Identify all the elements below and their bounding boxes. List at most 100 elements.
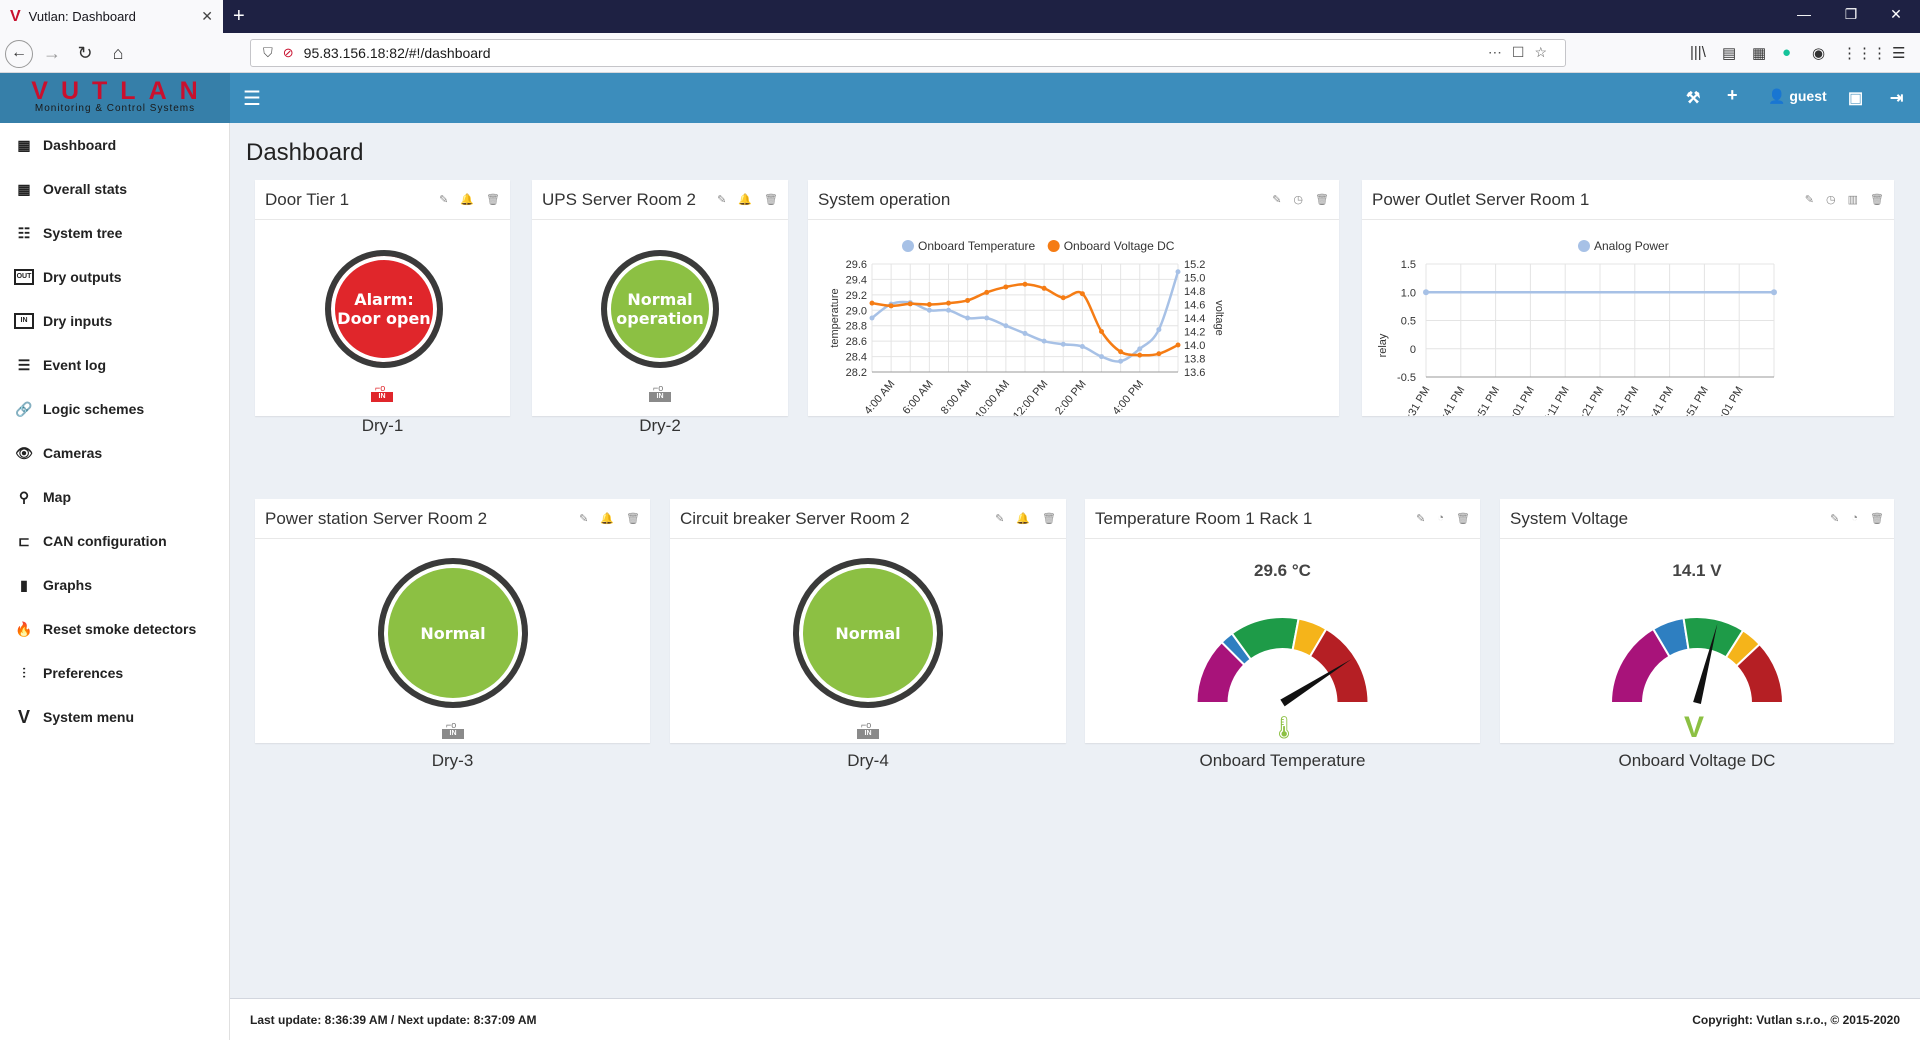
address-bar[interactable]: ⛉ ⊘ 95.83.156.18:82/#!/dashboard ⋯☐☆ [250, 39, 1566, 67]
bell-icon[interactable]: 🔔 [738, 194, 753, 206]
data-point [1022, 281, 1028, 287]
dashboard-gauge-icon[interactable]: ◔ [1851, 512, 1859, 524]
edit-icon[interactable]: ✎ [1272, 194, 1282, 206]
sidebar-item-map[interactable]: ⚲ Map [0, 475, 229, 519]
data-point [965, 315, 971, 321]
widget-header: Power Outlet Server Room 1 ✎ ◷ ▥ 🗑 [1362, 180, 1894, 220]
sidebar-item-overall-stats[interactable]: ▦ Overall stats [0, 167, 229, 211]
trash-icon[interactable]: 🗑 [764, 194, 778, 206]
widget-power-outlet: Power Outlet Server Room 1 ✎ ◷ ▥ 🗑 Analo… [1362, 180, 1894, 426]
library-icon[interactable]: |||\ [1690, 44, 1706, 61]
close-window-button[interactable]: ✕ [1890, 6, 1902, 22]
sidebar-item-dry-inputs[interactable]: IN Dry inputs [0, 299, 229, 343]
extension-icon[interactable]: ▦ [1752, 45, 1767, 62]
data-point [1003, 284, 1009, 290]
reload-button[interactable]: ↻ [77, 43, 93, 63]
browser-nav-bar: ← → ↻ ⌂ ⛉ ⊘ 95.83.156.18:82/#!/dashboard… [0, 33, 1920, 73]
switch-icon: ⌐o [446, 720, 457, 730]
sidebar-item-logic-schemes[interactable]: 🔗 Logic schemes [0, 387, 229, 431]
update-status: Last update: 8:36:39 AM / Next update: 8… [250, 1013, 537, 1027]
widget-header: Power station Server Room 2 ✎ 🔔 🗑 [255, 499, 650, 539]
bar-chart-icon[interactable]: ▥ [1847, 194, 1859, 206]
magic-wand-icon[interactable]: ⚒ [1686, 90, 1701, 107]
data-point [1003, 323, 1009, 329]
sidebar-item-can-configuration[interactable]: ⊏ CAN configuration [0, 519, 229, 563]
copyright: Copyright: Vutlan s.r.o., © 2015-2020 [1692, 1013, 1900, 1027]
apps-grid-icon[interactable]: ⋮⋮⋮ [1842, 45, 1887, 62]
new-tab-button[interactable]: + [233, 5, 245, 27]
edit-icon[interactable]: ✎ [1830, 513, 1840, 525]
trash-icon[interactable]: 🗑 [1042, 513, 1056, 525]
status-indicator[interactable]: Normal [378, 558, 528, 708]
y-axis-label: temperature [829, 288, 841, 347]
shield-icon[interactable]: ⛉ [263, 45, 273, 60]
edit-icon[interactable]: ✎ [579, 513, 589, 525]
gauge-band [1734, 642, 1785, 704]
trash-icon[interactable]: 🗑 [1456, 513, 1470, 525]
bell-icon[interactable]: 🔔 [460, 194, 475, 206]
clock-icon[interactable]: ◷ [1826, 194, 1836, 206]
trash-icon[interactable]: 🗑 [1870, 513, 1884, 525]
eye-icon: 👁 [15, 444, 33, 461]
forward-button[interactable]: → [43, 43, 61, 63]
status-indicator[interactable]: Normal [793, 558, 943, 708]
y2-axis-label: voltage [1213, 300, 1225, 335]
sidebar-item-system-menu[interactable]: V System menu [0, 695, 229, 739]
data-point [1041, 285, 1047, 291]
vutlan-logo[interactable]: VUTLAN Monitoring & Control Systems [0, 73, 230, 123]
widget-body: Analog Power 1.5 1.0 0.5 0 -0.5 4:31 PM 4:41 PM… [1362, 220, 1894, 426]
bell-icon[interactable]: 🔔 [600, 513, 615, 525]
restore-window-button[interactable]: ❐ [1844, 6, 1858, 22]
dashboard-gauge-icon[interactable]: ◔ [1437, 512, 1445, 524]
sidebar-item-cameras[interactable]: 👁 Cameras [0, 431, 229, 475]
sidebar-item-dashboard[interactable]: ▦ Dashboard [0, 123, 229, 167]
close-tab-icon[interactable]: ✕ [201, 8, 213, 24]
edit-icon[interactable]: ✎ [1804, 194, 1815, 206]
sidebar-item-preferences[interactable]: ⫶ Preferences [0, 651, 229, 695]
gauge-value: 29.6 °C [1254, 561, 1311, 580]
dry-input-icon: ⌐o IN [649, 384, 671, 402]
edit-icon[interactable]: ✎ [1416, 513, 1426, 525]
page-actions-icon[interactable]: ⋯☐☆ [1487, 44, 1557, 60]
trash-icon[interactable]: 🗑 [626, 513, 640, 525]
browser-tab[interactable]: V Vutlan: Dashboard ✕ [0, 0, 223, 33]
minimize-window-button[interactable]: — [1797, 6, 1811, 22]
save-icon[interactable]: ▣ [1848, 90, 1864, 107]
status-indicator[interactable]: Normal operation [601, 250, 719, 368]
sidebar-item-reset-smoke-detectors[interactable]: 🔥 Reset smoke detectors [0, 607, 229, 651]
sidebar-item-dry-outputs[interactable]: OUT Dry outputs [0, 255, 229, 299]
edit-icon[interactable]: ✎ [995, 513, 1005, 525]
sidebar-item-event-log[interactable]: ☰ Event log [0, 343, 229, 387]
legend-marker [1047, 240, 1060, 252]
status-indicator[interactable]: Alarm: Door open [325, 250, 443, 368]
add-widget-button[interactable]: + [1727, 85, 1738, 105]
bell-icon[interactable]: 🔔 [1016, 513, 1031, 525]
clock-icon[interactable]: ◷ [1293, 194, 1304, 206]
widget-title: Power station Server Room 2 [265, 508, 488, 528]
widget-header: Temperature Room 1 Rack 1 ✎ ◔ 🗑 [1085, 499, 1480, 539]
data-point [1175, 269, 1181, 275]
x-tick-label: 5:51 PM [1680, 385, 1711, 417]
insecure-lock-icon[interactable]: ⊘ [282, 45, 294, 60]
logout-icon[interactable]: ⇥ [1890, 90, 1904, 107]
account-icon[interactable]: ◉ [1812, 45, 1826, 62]
user-icon: 👤 [1768, 88, 1786, 104]
url-text[interactable]: 95.83.156.18:82/#!/dashboard [303, 45, 491, 61]
sidebar-toggle-icon[interactable]: ▤ [1722, 45, 1737, 62]
edit-icon[interactable]: ✎ [439, 194, 449, 206]
sidebar-item-system-tree[interactable]: ☷ System tree [0, 211, 229, 255]
user-menu[interactable]: 👤 guest [1768, 88, 1827, 105]
home-button[interactable]: ⌂ [112, 43, 124, 63]
sidebar-item-label: Event log [43, 357, 107, 373]
widget-title: System operation [818, 189, 951, 209]
back-button[interactable]: ← [5, 40, 33, 68]
widget-title: System Voltage [1510, 508, 1629, 528]
trash-icon[interactable]: 🗑 [1870, 194, 1884, 206]
grammarly-icon[interactable]: ● [1782, 44, 1792, 61]
trash-icon[interactable]: 🗑 [486, 194, 500, 206]
sidebar-item-graphs[interactable]: ▮ Graphs [0, 563, 229, 607]
sidebar-toggle-button[interactable]: ☰ [243, 88, 261, 110]
trash-icon[interactable]: 🗑 [1315, 194, 1329, 206]
browser-menu-icon[interactable]: ☰ [1892, 45, 1906, 62]
edit-icon[interactable]: ✎ [717, 194, 727, 206]
